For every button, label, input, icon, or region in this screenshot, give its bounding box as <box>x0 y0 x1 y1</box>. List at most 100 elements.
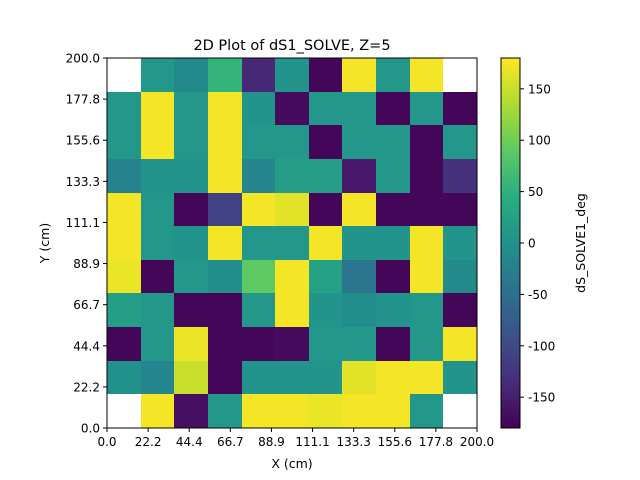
heatmap-cell <box>208 226 242 260</box>
heatmap-cell <box>242 92 275 125</box>
heatmap-cell <box>174 361 208 394</box>
heatmap-cell <box>275 193 309 226</box>
heatmap-cell <box>242 125 275 159</box>
heatmap-cell <box>443 92 477 125</box>
heatmap-cell <box>174 159 208 193</box>
heatmap-cell <box>242 159 275 193</box>
y-tick-label: 66.7 <box>73 298 100 312</box>
heatmap-cell <box>410 193 443 226</box>
heatmap-cell <box>342 293 376 327</box>
heatmap-cell <box>107 92 141 125</box>
heatmap-cell <box>309 226 342 260</box>
heatmap-cell <box>174 260 208 293</box>
heatmap-cell <box>342 58 376 92</box>
heatmap-cell <box>242 226 275 260</box>
heatmap-cells <box>107 58 477 428</box>
y-tick-label: 44.4 <box>73 339 100 353</box>
heatmap-cell <box>174 193 208 226</box>
x-tick-label: 0.0 <box>97 435 116 449</box>
heatmap-cell <box>410 293 443 327</box>
heatmap-cell <box>443 125 477 159</box>
colorbar-tick-label: -150 <box>528 391 555 405</box>
heatmap-cell <box>174 293 208 327</box>
y-tick-label: 133.3 <box>66 175 100 189</box>
heatmap-cell <box>376 226 410 260</box>
heatmap-cell <box>275 226 309 260</box>
heatmap-cell <box>342 125 376 159</box>
x-tick-label: 200.0 <box>460 435 494 449</box>
heatmap-cell <box>309 293 342 327</box>
heatmap-cell <box>410 92 443 125</box>
heatmap-cell <box>275 327 309 361</box>
heatmap-cell <box>443 260 477 293</box>
heatmap-cell <box>309 260 342 293</box>
heatmap-cell <box>141 361 174 394</box>
heatmap-cell <box>376 260 410 293</box>
heatmap-cell <box>410 361 443 394</box>
heatmap-cell <box>410 260 443 293</box>
heatmap-cell <box>141 193 174 226</box>
x-tick-label: 177.8 <box>419 435 453 449</box>
heatmap-cell <box>443 327 477 361</box>
colorbar-tick-label: -100 <box>528 339 555 353</box>
heatmap-cell <box>342 361 376 394</box>
heatmap-cell <box>107 159 141 193</box>
heatmap-cell <box>141 125 174 159</box>
x-tick-label: 155.6 <box>378 435 412 449</box>
x-tick-label: 111.1 <box>295 435 329 449</box>
heatmap-cell <box>275 125 309 159</box>
colorbar-tick-label: 150 <box>528 82 551 96</box>
y-tick-label: 22.2 <box>73 380 100 394</box>
heatmap-cell <box>309 58 342 92</box>
heatmap-cell <box>141 293 174 327</box>
heatmap-cell <box>410 159 443 193</box>
heatmap-cell <box>410 125 443 159</box>
heatmap-cell <box>309 125 342 159</box>
heatmap-cell <box>410 226 443 260</box>
x-tick-label: 22.2 <box>135 435 162 449</box>
y-axis-label: Y (cm) <box>37 223 52 264</box>
y-tick-label: 200.0 <box>66 52 100 66</box>
heatmap-cell <box>309 394 342 428</box>
heatmap-cell <box>342 92 376 125</box>
heatmap-cell <box>242 361 275 394</box>
chart-title: 2D Plot of dS1_SOLVE, Z=5 <box>193 38 390 54</box>
y-tick-label: 177.8 <box>66 93 100 107</box>
heatmap-cell <box>275 92 309 125</box>
heatmap-cell <box>275 260 309 293</box>
heatmap-cell <box>141 394 174 428</box>
y-tick-label: 155.6 <box>66 134 100 148</box>
heatmap-cell <box>410 394 443 428</box>
heatmap-cell <box>342 260 376 293</box>
heatmap-cell <box>376 193 410 226</box>
heatmap-cell <box>275 293 309 327</box>
heatmap-cell <box>107 125 141 159</box>
heatmap-cell <box>141 58 174 92</box>
heatmap-cell <box>342 327 376 361</box>
colorbar-axis: -150 -100 -50 0 50 100 150 <box>520 82 555 405</box>
heatmap-cell <box>443 293 477 327</box>
heatmap-cell <box>242 193 275 226</box>
heatmap-cell <box>208 58 242 92</box>
heatmap-cell <box>342 394 376 428</box>
heatmap-cell <box>107 226 141 260</box>
heatmap-cell <box>376 58 410 92</box>
colorbar-tick-label: -50 <box>528 288 548 302</box>
heatmap-cell <box>309 193 342 226</box>
heatmap-cell <box>309 92 342 125</box>
heatmap-cell <box>141 260 174 293</box>
heatmap-cell <box>410 58 443 92</box>
heatmap-cell <box>275 361 309 394</box>
heatmap-cell <box>208 159 242 193</box>
colorbar <box>500 57 521 429</box>
heatmap-cell <box>342 159 376 193</box>
heatmap-cell <box>107 293 141 327</box>
heatmap-cell <box>342 193 376 226</box>
heatmap-cell <box>242 327 275 361</box>
heatmap-cell <box>208 260 242 293</box>
colorbar-tick-label: 100 <box>528 134 551 148</box>
heatmap-cell <box>443 193 477 226</box>
heatmap-cell <box>141 327 174 361</box>
heatmap-cell <box>309 361 342 394</box>
